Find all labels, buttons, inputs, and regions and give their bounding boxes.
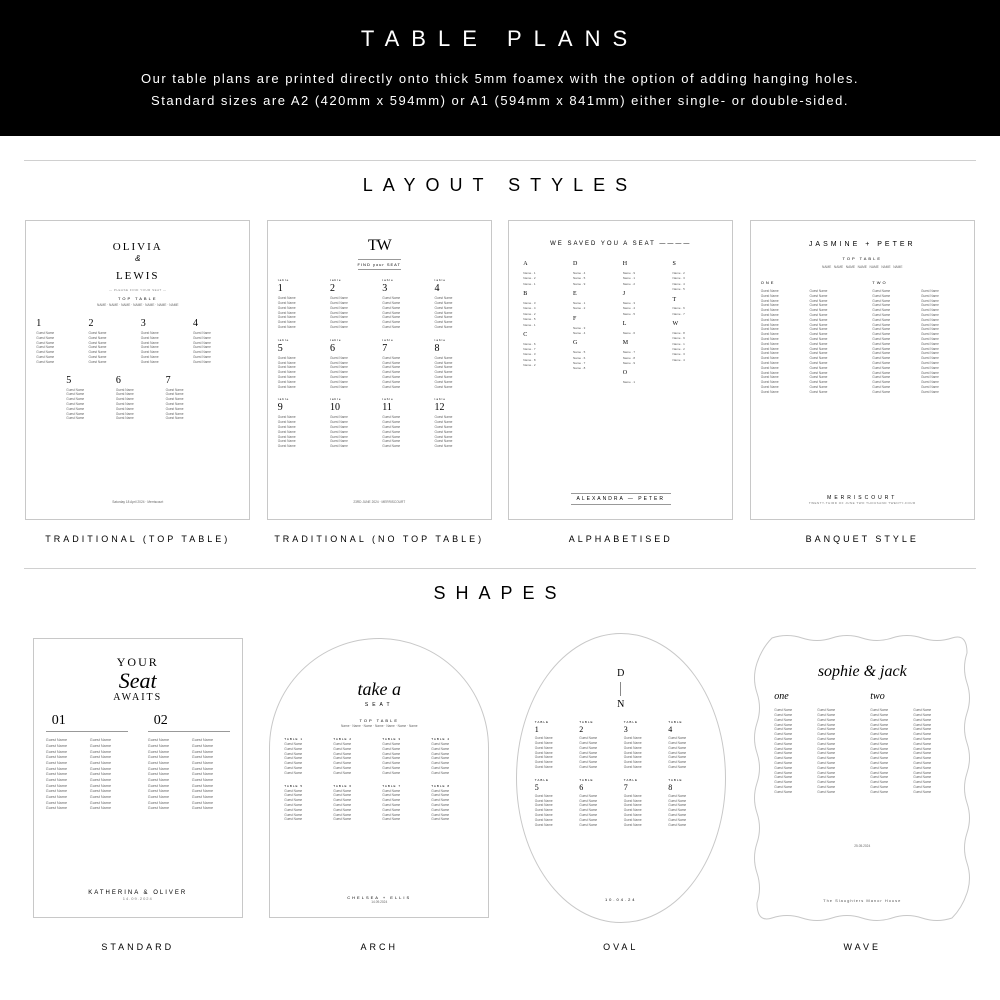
shape-wave: sophie & jack one Guest NameGuest NameGu… — [749, 628, 977, 952]
seat-label: SEAT — [365, 702, 394, 708]
layout-traditional-no-top: TW FIND your SEAT table1Guest NameGuest … — [266, 220, 494, 544]
columns: 01 Guest NameGuest NameGuest NameGuest N… — [46, 713, 230, 812]
shape-arch: take a SEAT TOP TABLE Name · Name · Name… — [266, 628, 494, 952]
shape-card: D N TABLE1Guest NameGuest NameGuest Name… — [516, 633, 726, 923]
section-title-layouts: LAYOUT STYLES — [0, 175, 1000, 196]
table-row: TABLE5Guest NameGuest NameGuest NameGues… — [535, 778, 707, 828]
layout-traditional-top: OLIVIA & LEWIS — PLEASE FIND YOUR SEAT —… — [24, 220, 252, 544]
card-footer: Saturday 18 April 2024 · Merriscourt — [112, 500, 163, 505]
date: TWENTY-THIRD OF JUNE TWO THOUSAND TWENTY… — [809, 501, 916, 505]
couple-names: JASMINE + PETER — [809, 241, 916, 248]
table-row: TABLE 1Guest NameGuest NameGuest NameGue… — [284, 737, 474, 776]
shape-label: OVAL — [603, 942, 638, 952]
section-title-shapes: SHAPES — [0, 583, 1000, 604]
top-table-names: NAME NAME NAME NAME NAME NAME NAME — [822, 265, 902, 270]
top-table-names: Name · Name · Name · Name · Name · Name … — [341, 724, 418, 729]
header-line-2: Standard sizes are A2 (420mm x 594mm) or… — [40, 90, 960, 112]
layout-label: TRADITIONAL (NO TOP TABLE) — [274, 534, 484, 544]
table-row: table5Guest NameGuest NameGuest NameGues… — [278, 338, 481, 390]
top-table-label: TOP TABLE — [843, 256, 883, 261]
top-table-label: TOP TABLE — [360, 718, 400, 723]
layout-card: OLIVIA & LEWIS — PLEASE FIND YOUR SEAT —… — [25, 220, 250, 520]
date: 10.04.24 — [605, 897, 637, 902]
couple-script: sophie & jack — [818, 663, 907, 681]
monogram: TW — [368, 237, 391, 255]
layout-label: ALPHABETISED — [569, 534, 673, 544]
awaits-label: AWAITS — [113, 692, 162, 703]
table-row: TABLE1Guest NameGuest NameGuest NameGues… — [535, 720, 707, 770]
layout-alphabetised: WE SAVED YOU A SEAT ———— AName · 1Name ·… — [507, 220, 735, 544]
shape-label: STANDARD — [101, 942, 174, 952]
table-num: 02 — [148, 713, 230, 732]
shape-card: YOUR Seat AWAITS 01 Guest NameGuest Name… — [33, 638, 243, 918]
columns: one Guest NameGuest NameGuest NameGuest … — [774, 691, 950, 794]
table-row: table1Guest NameGuest NameGuest NameGues… — [278, 278, 481, 330]
shape-card: sophie & jack one Guest NameGuest NameGu… — [752, 633, 972, 923]
layout-banquet: JASMINE + PETER TOP TABLE NAME NAME NAME… — [749, 220, 977, 544]
shapes-grid: YOUR Seat AWAITS 01 Guest NameGuest Name… — [0, 628, 1000, 952]
divider-line — [620, 682, 621, 696]
header-line-1: Our table plans are printed directly ont… — [40, 68, 960, 90]
top-table-names: NAME · NAME · NAME · NAME · NAME · NAME … — [97, 303, 178, 308]
shape-card: take a SEAT TOP TABLE Name · Name · Name… — [269, 638, 489, 918]
divider — [24, 160, 976, 161]
alpha-columns: AName · 1Name · 2Name · 1BName · 3Name ·… — [519, 257, 722, 385]
layout-card: WE SAVED YOU A SEAT ———— AName · 1Name ·… — [508, 220, 733, 520]
initial-d: D — [617, 668, 624, 679]
shape-standard: YOUR Seat AWAITS 01 Guest NameGuest Name… — [24, 628, 252, 952]
find-seat: FIND your SEAT — [358, 259, 402, 270]
card-footer: ALEXANDRA — PETER — [571, 493, 671, 505]
top-table-label: TOP TABLE — [118, 296, 158, 301]
tagline: — PLEASE FIND YOUR SEAT — — [109, 288, 167, 292]
take-a-script: take a — [358, 679, 401, 700]
col-two-label: TWO — [872, 280, 964, 285]
layout-label: TRADITIONAL (TOP TABLE) — [45, 534, 230, 544]
divider — [24, 568, 976, 569]
saved-seat-title: WE SAVED YOU A SEAT ———— — [550, 241, 691, 247]
initial-n: N — [617, 699, 624, 710]
table-row: table9Guest NameGuest NameGuest NameGues… — [278, 397, 481, 449]
bride-name: OLIVIA — [113, 241, 163, 253]
table-row: TABLE 5Guest NameGuest NameGuest NameGue… — [284, 784, 474, 823]
layout-card: TW FIND your SEAT table1Guest NameGuest … — [267, 220, 492, 520]
page-title: TABLE PLANS — [40, 26, 960, 52]
col-two-label: two — [870, 691, 950, 702]
shape-oval: D N TABLE1Guest NameGuest NameGuest Name… — [507, 628, 735, 952]
banquet-columns: ONE Guest NameGuest NameGuest NameGuest … — [761, 280, 964, 395]
date: 14.09.2024 — [123, 896, 153, 901]
col-one-label: ONE — [761, 280, 853, 285]
layouts-grid: OLIVIA & LEWIS — PLEASE FIND YOUR SEAT —… — [0, 220, 1000, 544]
col-one-label: one — [774, 691, 854, 702]
ampersand: & — [135, 254, 140, 263]
header-banner: TABLE PLANS Our table plans are printed … — [0, 0, 1000, 136]
layout-card: JASMINE + PETER TOP TABLE NAME NAME NAME… — [750, 220, 975, 520]
table-row: 1Guest NameGuest NameGuest NameGuest Nam… — [36, 318, 239, 365]
venue-footer: The Slaughters Manor House — [823, 898, 901, 903]
date: 14.09.2024 — [371, 900, 387, 905]
card-footer: 23RD JUNE 2024 · MERRISCOURT — [353, 500, 405, 505]
seat-script: Seat — [119, 668, 157, 694]
layout-label: BANQUET STYLE — [806, 534, 919, 544]
groom-name: LEWIS — [116, 270, 160, 282]
table-row: 5Guest NameGuest NameGuest NameGuest Nam… — [36, 375, 239, 422]
table-num: 01 — [46, 713, 128, 732]
shape-label: WAVE — [843, 942, 881, 952]
date: 25.05.2024 — [854, 844, 870, 849]
shape-label: ARCH — [360, 942, 398, 952]
